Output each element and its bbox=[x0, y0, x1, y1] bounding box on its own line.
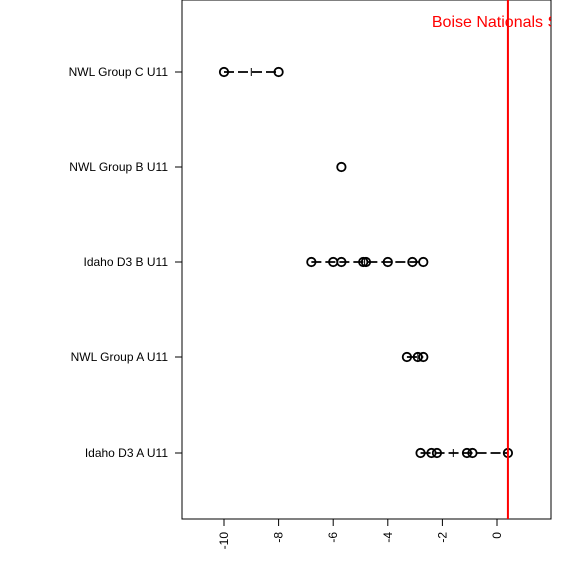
x-tick-label: -6 bbox=[326, 532, 340, 543]
y-tick-label: NWL Group B U11 bbox=[69, 160, 168, 174]
data-point bbox=[360, 256, 372, 268]
data-point bbox=[415, 447, 426, 459]
data-point bbox=[412, 351, 423, 363]
data-point bbox=[461, 447, 473, 459]
y-tick-label: Idaho D3 A U11 bbox=[85, 446, 169, 460]
data-point bbox=[401, 351, 413, 363]
data-point bbox=[418, 256, 429, 268]
data-point bbox=[273, 66, 284, 78]
plot-marks: Boise Nationals SC F bbox=[218, 0, 561, 519]
data-point bbox=[336, 161, 347, 173]
x-tick-label: -4 bbox=[381, 532, 395, 543]
data-point bbox=[426, 447, 437, 459]
data-point bbox=[336, 256, 347, 268]
x-tick-label: 0 bbox=[490, 532, 504, 539]
reference-label: Boise Nationals SC F bbox=[432, 14, 561, 31]
data-point bbox=[467, 447, 478, 459]
y-tick-label: Idaho D3 B U11 bbox=[84, 255, 169, 269]
x-tick-label: -2 bbox=[435, 532, 449, 543]
axes: -10 -8 -6 -4 -2 0 Idaho D3 A U11 NWL Group A U1… bbox=[69, 65, 504, 549]
x-tick-label: -10 bbox=[217, 532, 231, 550]
data-point bbox=[418, 351, 429, 363]
plot-frame bbox=[181, 0, 552, 520]
x-tick-label: -8 bbox=[272, 532, 286, 543]
data-point bbox=[306, 256, 317, 268]
data-point bbox=[382, 256, 393, 268]
y-tick-label: NWL Group A U11 bbox=[71, 350, 169, 364]
data-point bbox=[218, 66, 230, 78]
y-tick-label: NWL Group C U11 bbox=[69, 65, 169, 79]
data-point bbox=[431, 447, 443, 459]
data-point bbox=[407, 256, 418, 268]
